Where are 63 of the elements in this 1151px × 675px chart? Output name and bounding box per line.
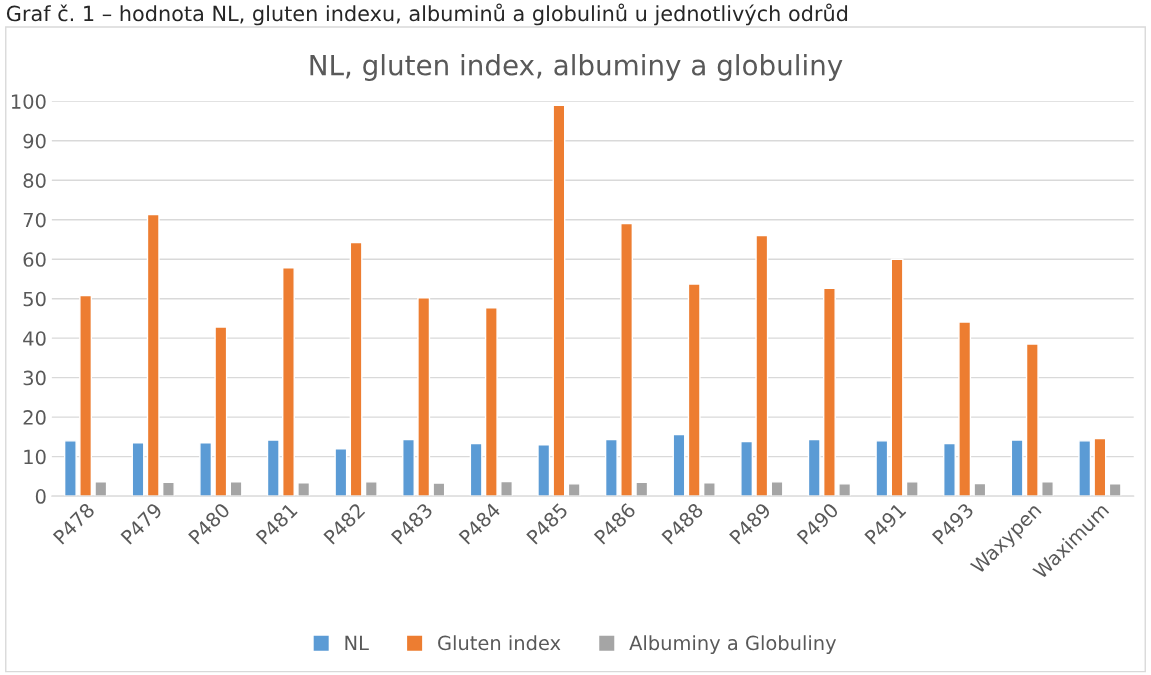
bar [567,483,581,497]
bar [943,442,956,497]
bar [94,481,108,497]
bar [552,104,566,497]
bar [229,481,243,497]
bar [822,287,836,497]
bar [740,440,754,497]
bar [199,442,213,497]
bar [432,482,446,497]
legend-label: Albuminy a Globuliny [629,635,837,655]
bar [146,213,160,497]
bar [537,444,551,497]
bar [672,433,686,497]
bar [266,439,280,497]
bar [1108,483,1122,497]
text: Graf č. 1 – hodnota NL, gluten indexu, albuminů a globulinů u jednotlivých odrůd [6,3,848,26]
y-tick-label: 50 [23,291,46,307]
chart-title: NL, gluten index, albuminy a globuliny [310,54,843,81]
bar [417,297,431,497]
bar [1093,437,1107,497]
y-tick-label: 0 [35,489,46,504]
bar [838,483,852,497]
bar [161,481,175,497]
y-tick-label: 20 [23,410,46,425]
bar [905,481,919,497]
bar [1041,481,1054,497]
y-tick-label: 10 [24,449,46,465]
bar [604,438,618,497]
bar [973,482,987,497]
bar [214,326,228,497]
bar [364,481,378,497]
bar [79,294,93,497]
bar [890,258,904,497]
bar [469,442,483,497]
bar [1010,439,1024,497]
bar [349,241,363,497]
y-tick-label: 70 [23,212,46,228]
bar [755,234,769,497]
bar [282,267,295,497]
bar [1078,440,1092,497]
bar [402,438,415,497]
bar [63,440,77,497]
bar [635,481,649,497]
y-tick-label: 100 [11,94,46,109]
bar [620,222,634,497]
bar [1025,343,1039,497]
y-tick-label: 60 [23,252,46,267]
y-tick-label: 30 [23,370,46,386]
bar [334,448,348,497]
y-tick-label: 80 [23,173,46,188]
bar [131,442,145,497]
y-tick-label: 90 [23,133,46,149]
legend-label: Gluten index [438,635,561,651]
bar [687,283,701,497]
bar [297,482,311,497]
bar [702,482,716,497]
bar [500,480,513,497]
bar [484,307,498,497]
bar [958,321,972,497]
bar [807,438,821,497]
bar [875,440,889,497]
y-tick-label: 40 [23,331,46,346]
legend-label: NL [345,635,369,650]
